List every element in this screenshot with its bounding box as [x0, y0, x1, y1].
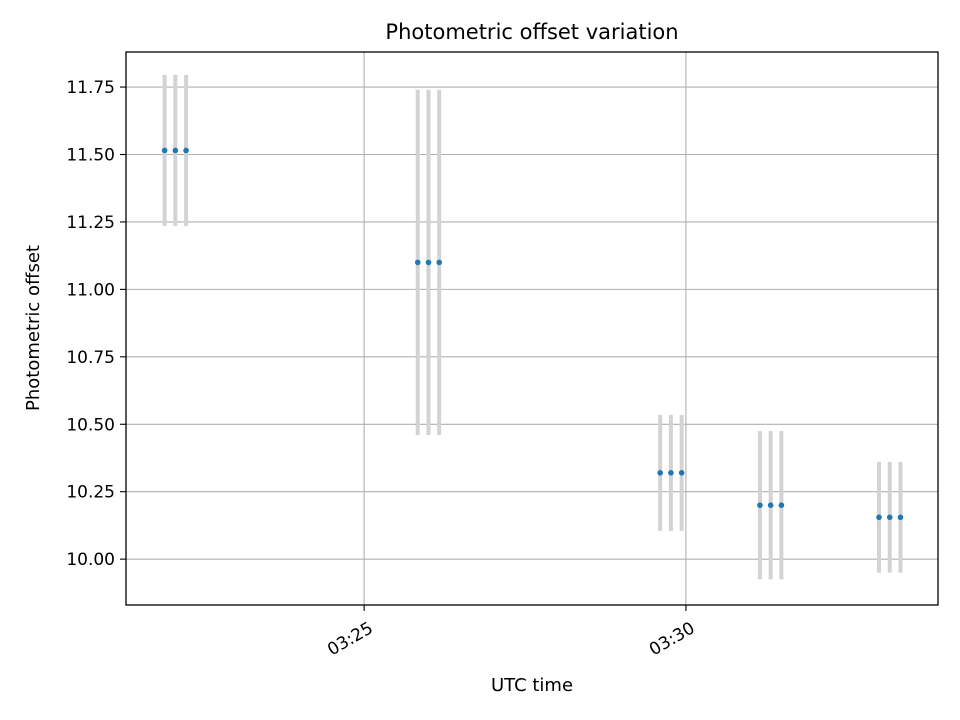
- data-point: [678, 470, 685, 476]
- y-tick-label: 10.00: [66, 550, 115, 570]
- chart-title: Photometric offset variation: [385, 20, 678, 44]
- data-point: [897, 514, 904, 521]
- data-point: [778, 502, 785, 508]
- grid: [126, 52, 938, 605]
- plot-frame: [125, 51, 939, 606]
- y-tick-label: 11.00: [66, 280, 115, 300]
- y-tick-label: 10.50: [66, 415, 115, 435]
- y-tick-label: 10.75: [66, 348, 115, 368]
- y-tick-label: 10.25: [66, 483, 115, 503]
- data-point: [425, 259, 432, 266]
- y-axis: 10.00 10.25 10.50 10.75 11.00 11.25 11.50 11.75: [66, 78, 126, 570]
- data-point: [183, 147, 189, 154]
- data-point: [172, 147, 179, 154]
- data-point: [657, 470, 663, 476]
- data-point: [414, 259, 421, 266]
- y-axis-label: Photometric offset: [23, 245, 44, 411]
- y-tick-label: 11.25: [66, 213, 115, 233]
- y-tick-label: 11.50: [66, 146, 115, 166]
- data-point: [757, 502, 763, 508]
- data-point: [668, 470, 674, 476]
- data-point: [886, 514, 893, 521]
- data-point: [767, 502, 774, 508]
- y-tick-label: 11.75: [66, 78, 115, 98]
- data-point: [876, 514, 882, 521]
- data-point: [436, 259, 443, 266]
- x-axis-label: UTC time: [491, 675, 573, 696]
- data-point: [161, 147, 168, 154]
- data-points: [161, 147, 904, 521]
